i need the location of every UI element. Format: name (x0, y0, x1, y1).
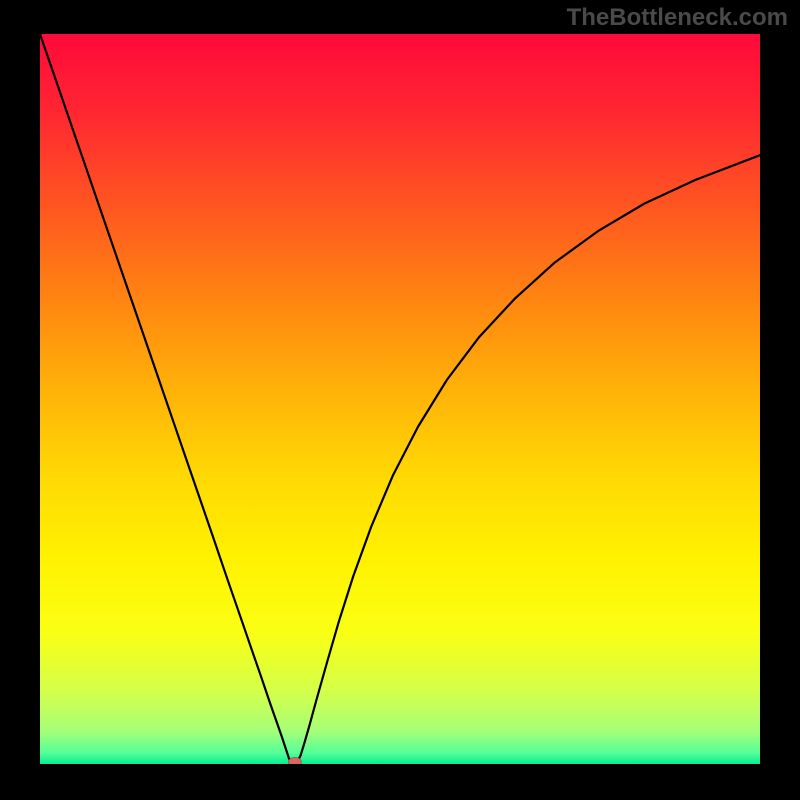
optimum-marker (288, 757, 301, 764)
chart-container: TheBottleneck.com (0, 0, 800, 800)
plot-area (40, 34, 760, 764)
watermark-text: TheBottleneck.com (567, 4, 788, 32)
plot-background (40, 34, 760, 764)
chart-svg (40, 34, 760, 764)
